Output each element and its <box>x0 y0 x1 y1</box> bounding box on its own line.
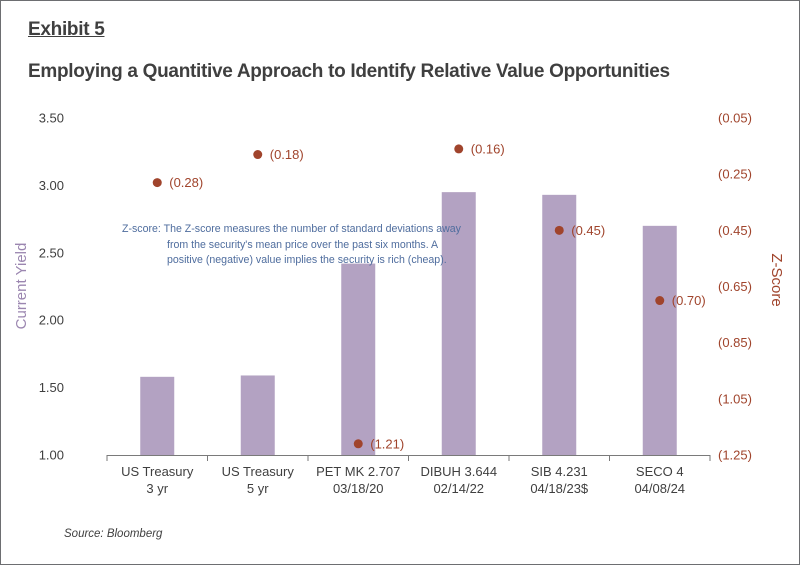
x-category-label: US Treasury <box>222 464 295 479</box>
yield-bar <box>441 192 476 455</box>
yield-bar <box>642 225 677 455</box>
y-tick-label: 1.00 <box>39 448 64 463</box>
z-score-point <box>655 296 665 306</box>
y-axis-title: Current Yield <box>13 243 30 330</box>
y2-tick-label: (1.25) <box>718 448 752 463</box>
z-score-point <box>253 150 263 160</box>
x-category-label: PET MK 2.707 <box>316 464 400 479</box>
annotation-line: from the security's mean price over the … <box>167 239 439 251</box>
z-score-label: (0.45) <box>571 223 605 238</box>
annotation-line: Z-score: The Z-score measures the number… <box>122 223 462 235</box>
z-score-label: (0.28) <box>169 175 203 190</box>
x-category-label: US Treasury <box>121 464 194 479</box>
yield-bar <box>240 375 275 455</box>
x-category-label: SIB 4.231 <box>531 464 588 479</box>
exhibit-label: Exhibit 5 <box>28 19 105 40</box>
chart-title: Employing a Quantitive Approach to Ident… <box>28 61 670 82</box>
z-score-point <box>554 225 564 235</box>
y2-axis-title: Z-Score <box>768 253 785 306</box>
x-category-label: 02/14/22 <box>433 481 484 496</box>
yield-bar <box>140 376 175 455</box>
annotation-line: positive (negative) value implies the se… <box>167 254 447 266</box>
x-category-label: DIBUH 3.644 <box>420 464 497 479</box>
z-score-point <box>353 439 363 449</box>
yield-bar <box>341 263 376 455</box>
y2-tick-label: (0.45) <box>718 223 752 238</box>
y2-tick-label: (0.85) <box>718 335 752 350</box>
z-score-label: (0.16) <box>471 141 505 156</box>
y2-tick-label: (0.05) <box>718 111 752 126</box>
z-score-point <box>152 178 162 188</box>
x-category-label: SECO 4 <box>636 464 684 479</box>
y2-tick-label: (0.65) <box>718 279 752 294</box>
y2-tick-label: (1.05) <box>718 391 752 406</box>
yield-bar <box>542 194 577 455</box>
z-score-point <box>454 144 464 154</box>
y-tick-label: 1.50 <box>39 380 64 395</box>
x-category-label: 04/08/24 <box>634 481 685 496</box>
z-score-label: (0.18) <box>270 147 304 162</box>
source-note: Source: Bloomberg <box>64 528 163 540</box>
x-category-label: 3 yr <box>146 481 168 496</box>
x-category-label: 03/18/20 <box>333 481 384 496</box>
x-category-label: 5 yr <box>247 481 269 496</box>
x-category-label: 04/18/23$ <box>530 481 589 496</box>
z-score-label: (1.21) <box>370 436 404 451</box>
z-score-label: (0.70) <box>672 293 706 308</box>
y-tick-label: 3.00 <box>39 178 64 193</box>
y-tick-label: 2.00 <box>39 313 64 328</box>
y2-tick-label: (0.25) <box>718 167 752 182</box>
y-tick-label: 2.50 <box>39 245 64 260</box>
y-tick-label: 3.50 <box>39 111 64 126</box>
